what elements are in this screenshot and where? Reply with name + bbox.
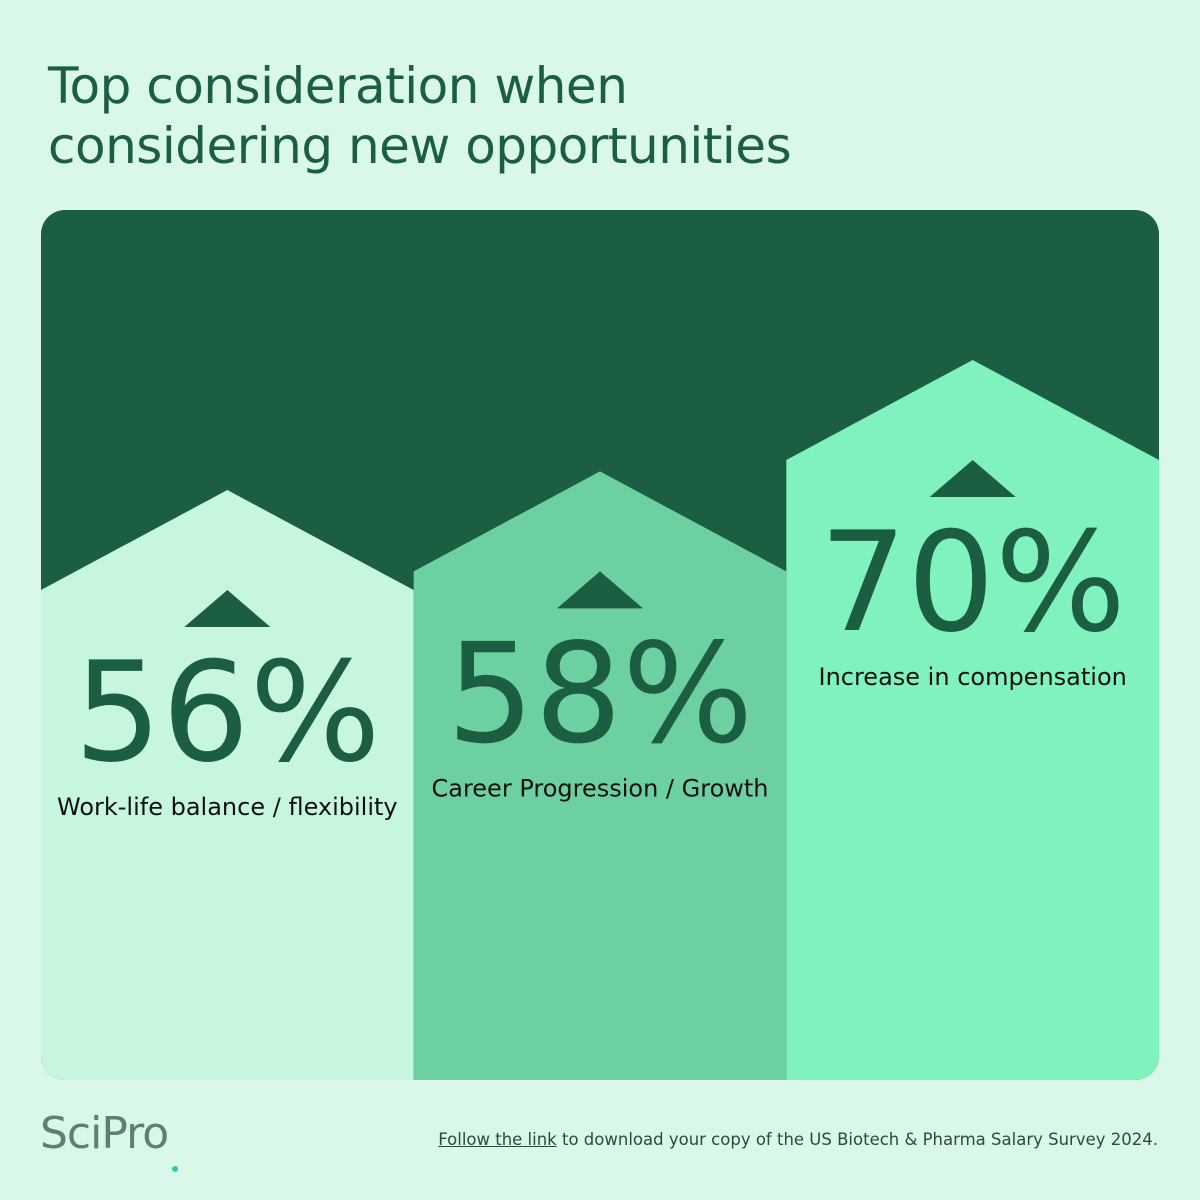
title-line-1: Top consideration when [48,57,628,115]
data-label-1: 56% [74,632,381,793]
up-arrow-icon [557,571,643,609]
category-label-3: Increase in compensation [818,663,1126,691]
bar-chart: 56%Work-life balance / flexibility 58%Car… [41,210,1159,1080]
footer-text: to download your copy of the US Biotech … [556,1130,1158,1149]
category-label-1: Work-life balance / flexibility [57,793,398,821]
bar-2 [413,471,787,1080]
category-label-2: Career Progression / Growth [431,774,768,802]
data-label-3: 70% [819,502,1126,663]
logo-text: SciPro [40,1108,169,1159]
bar-3 [786,360,1159,1080]
footer-note: Follow the link to download your copy of… [438,1130,1158,1149]
up-arrow-icon [929,460,1016,497]
chart-card: 56% Work-life balance / flexibility 58% Car… [41,210,1159,1080]
up-arrow-icon [184,590,271,627]
magnifier-dot-icon [172,1166,178,1172]
bar-1 [41,490,414,1080]
title-line-2: considering new opportunities [48,117,792,175]
data-label-2: 58% [447,613,754,774]
download-link[interactable]: Follow the link [438,1130,557,1149]
scipro-logo: SciPro [40,1108,169,1159]
page-title: Top consideration when considering new o… [48,56,1048,176]
